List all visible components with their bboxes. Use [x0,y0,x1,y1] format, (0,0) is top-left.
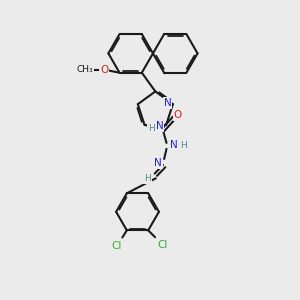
Text: N: N [156,121,164,131]
Text: H: H [144,174,151,183]
Text: N: N [164,98,171,108]
Text: H: H [180,141,187,150]
Text: N: N [154,158,162,168]
Text: Cl: Cl [157,240,167,250]
Text: H: H [148,124,155,133]
Text: O: O [174,110,182,120]
Text: N: N [170,140,178,150]
Text: CH₃: CH₃ [77,65,93,74]
Text: Cl: Cl [111,241,122,251]
Text: O: O [100,65,108,75]
